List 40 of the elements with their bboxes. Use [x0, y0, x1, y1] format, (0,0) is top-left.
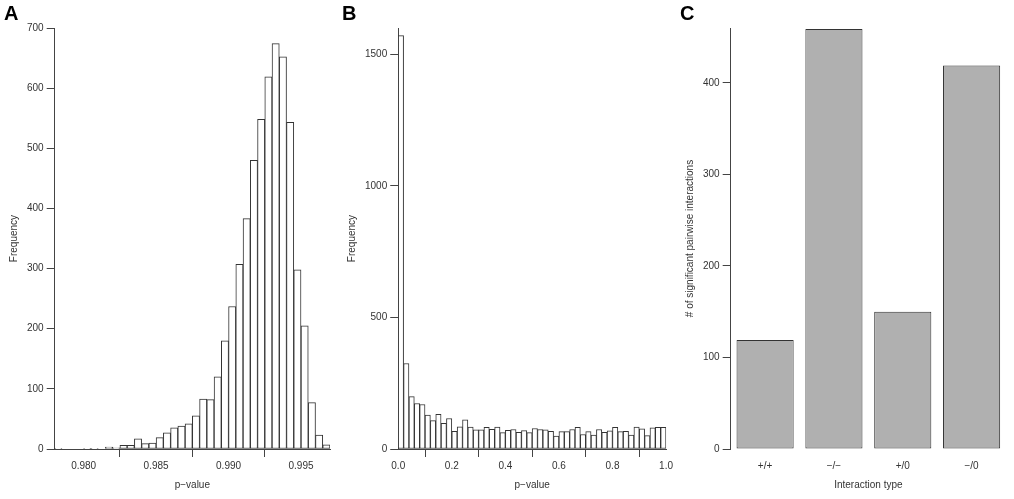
x-axis-title: p−value	[174, 478, 211, 490]
x-tick-label: 0.8	[605, 459, 620, 471]
x-tick-label: 0.0	[391, 459, 406, 471]
x-tick-label: 1.0	[659, 459, 674, 471]
x-tick-label: +/0	[895, 459, 911, 471]
x-tick-label: 0.4	[498, 459, 513, 471]
y-tick-label: 0	[381, 442, 388, 454]
y-tick-label: 200	[27, 322, 45, 334]
y-tick-label: 0	[714, 442, 721, 454]
y-tick-label: 500	[370, 311, 388, 323]
y-axis-title: # of significant pairwise interactions	[683, 159, 695, 318]
y-tick-label: 200	[703, 259, 721, 271]
x-tick-label: 0.995	[288, 459, 314, 471]
y-tick-label: 100	[703, 351, 721, 363]
x-tick-label: −/0	[964, 459, 980, 471]
y-tick-label: 400	[703, 76, 721, 88]
x-axis-title: Interaction type	[834, 478, 903, 490]
x-tick-label: 0.980	[71, 459, 97, 471]
y-tick-label: 700	[27, 21, 45, 33]
chart-title: A	[4, 2, 19, 25]
y-axis-title: Frequency	[345, 214, 357, 263]
x-tick-label: +/+	[757, 459, 773, 471]
y-tick-label: 100	[27, 382, 45, 394]
y-tick-label: 300	[27, 262, 45, 274]
y-tick-label: 0	[38, 442, 45, 454]
x-tick-label: 0.990	[216, 459, 242, 471]
y-tick-label: 1000	[365, 179, 388, 191]
y-tick-label: 400	[27, 202, 45, 214]
y-tick-label: 300	[703, 168, 721, 180]
x-tick-label: −/−	[826, 459, 842, 471]
chart-title: C	[680, 2, 695, 25]
x-axis-title: p−value	[514, 478, 551, 490]
y-tick-label: 600	[27, 81, 45, 93]
y-tick-label: 500	[27, 142, 45, 154]
x-tick-label: 0.985	[143, 459, 170, 471]
x-tick-label: 0.2	[444, 459, 460, 471]
x-tick-label: 0.6	[551, 459, 567, 471]
chart-title: B	[342, 2, 357, 25]
y-tick-label: 1500	[365, 48, 388, 60]
y-axis-title: Frequency	[7, 214, 19, 263]
